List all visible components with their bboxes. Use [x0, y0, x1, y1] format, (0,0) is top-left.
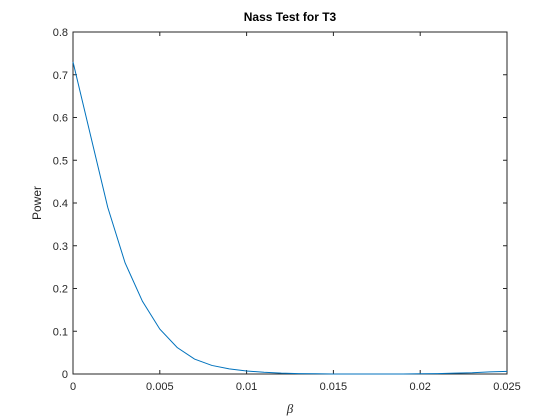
y-tick-label: 0.2 [53, 284, 68, 296]
x-tick-label: 0.025 [493, 381, 521, 393]
y-axis-label: Power [30, 186, 44, 220]
axes-box [72, 31, 508, 375]
line [72, 61, 508, 375]
x-axis-label: β [286, 401, 294, 416]
y-tick-label: 0.4 [53, 198, 68, 210]
x-tick-label: 0.01 [236, 381, 257, 393]
y-tick-label: 0.5 [53, 155, 68, 167]
y-tick-label: 0.6 [53, 113, 68, 125]
chart-title: Nass Test for T3 [244, 10, 337, 24]
y-tick-label: 0.8 [53, 27, 68, 39]
x-tick-label: 0.005 [146, 381, 174, 393]
plot-area [73, 32, 507, 374]
x-tick-label: 0.015 [320, 381, 348, 393]
x-tick-label: 0.02 [409, 381, 430, 393]
y-tick-label: 0.3 [53, 241, 68, 253]
y-tick-label: 0.1 [53, 326, 68, 338]
x-tick-label: 0 [70, 381, 76, 393]
y-tick-label: 0 [62, 369, 68, 381]
y-tick-label: 0.7 [53, 70, 68, 82]
